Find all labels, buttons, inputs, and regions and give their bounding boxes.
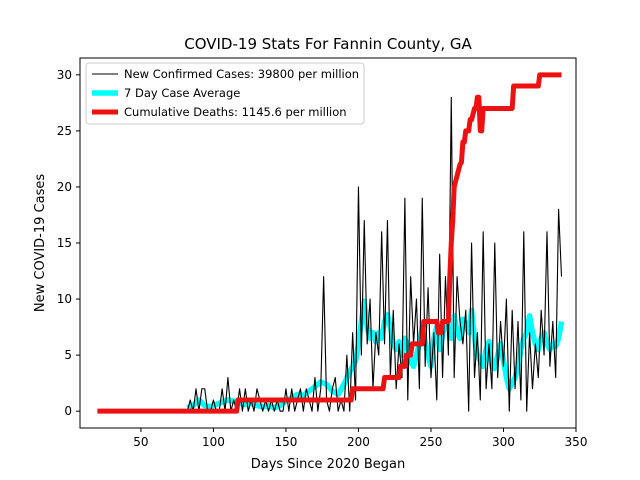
legend: New Confirmed Cases: 39800 per million 7 …: [85, 62, 365, 125]
legend-entry: 7 Day Case Average: [124, 86, 240, 100]
legend-entry: New Confirmed Cases: 39800 per million: [124, 67, 359, 81]
plot-lines: [97, 72, 565, 414]
legend-entry: Cumulative Deaths: 1145.6 per million: [124, 105, 347, 119]
y-axis-label: New COVID-19 Cases: [33, 174, 48, 312]
series-line-2: [97, 72, 562, 414]
x-tick-label: 250: [420, 435, 443, 449]
y-tick-label: 30: [57, 68, 72, 82]
y-tick-label: 10: [57, 292, 72, 306]
x-axis-label: Days Since 2020 Began: [251, 457, 406, 472]
x-tick-label: 200: [347, 435, 370, 449]
x-axis: 50 100 150 200 250 300 350: [133, 428, 587, 449]
chart-title: COVID-19 Stats For Fannin County, GA: [184, 35, 472, 53]
y-tick-label: 0: [64, 404, 72, 418]
x-tick-label: 100: [202, 435, 225, 449]
legend-box: [85, 62, 365, 125]
y-tick-label: 5: [64, 348, 72, 362]
x-tick-label: 350: [565, 435, 588, 449]
x-tick-label: 300: [492, 435, 515, 449]
x-tick-label: 50: [133, 435, 148, 449]
y-tick-label: 15: [57, 236, 72, 250]
series-line-0: [97, 96, 563, 412]
y-axis: 0 5 10 15 20 25 30: [57, 68, 80, 418]
x-tick-label: 150: [274, 435, 297, 449]
y-tick-label: 20: [57, 180, 72, 194]
y-tick-label: 25: [57, 124, 72, 138]
